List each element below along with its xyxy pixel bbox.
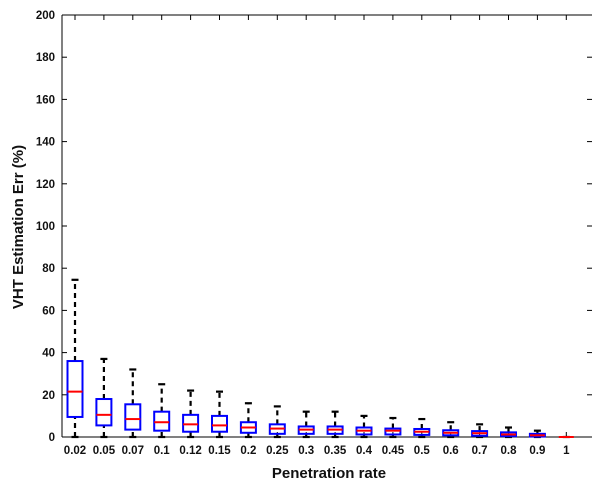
x-tick-label: 0.25 [266, 445, 289, 457]
y-tick-label: 80 [42, 263, 55, 275]
y-axis-label: VHT Estimation Err (%) [10, 145, 27, 309]
box-iqr [95, 398, 113, 427]
y-tick-label: 40 [42, 348, 55, 360]
x-tick-label: 0.45 [382, 445, 405, 457]
plot-area: 0 20 40 60 80 100 120 140 160 180 200 0.02 0.05 0.07 0… [36, 10, 592, 457]
x-tick-label: 0.4 [356, 445, 373, 457]
x-tick-label: 0.12 [179, 445, 201, 457]
y-tick-label: 20 [42, 390, 55, 402]
box-iqr [211, 414, 228, 433]
x-tick-label: 0.2 [240, 445, 256, 457]
y-tick-label: 0 [49, 432, 55, 444]
x-tick-label: 0.07 [122, 445, 144, 457]
x-tick-label: 0.3 [298, 445, 314, 457]
y-tick-label: 160 [36, 94, 55, 106]
y-tick-label: 200 [36, 10, 55, 22]
x-axis-label: Penetration rate [272, 465, 386, 482]
y-tick-label: 180 [36, 52, 55, 64]
box-iqr [124, 403, 142, 431]
x-tick-label: 0.35 [324, 445, 347, 457]
box-iqr [153, 410, 171, 432]
x-tick-label: 0.5 [414, 445, 431, 457]
y-tick-label: 100 [36, 221, 55, 233]
x-tick-label: 1 [563, 445, 570, 457]
x-tick-label: 0.7 [472, 445, 488, 457]
box-iqr [182, 413, 200, 433]
x-tick-label: 0.9 [529, 445, 545, 457]
y-tick-label: 60 [42, 305, 55, 317]
x-tick-label: 0.1 [154, 445, 171, 457]
x-tick-label: 0.05 [93, 445, 116, 457]
x-tick-label: 0.02 [64, 445, 86, 457]
y-tick-label: 120 [36, 179, 55, 191]
x-tick-label: 0.8 [501, 445, 518, 457]
x-tick-label: 0.15 [208, 445, 231, 457]
y-tick-label: 140 [36, 137, 55, 149]
box-iqr [66, 360, 84, 418]
x-tick-label: 0.6 [443, 445, 459, 457]
